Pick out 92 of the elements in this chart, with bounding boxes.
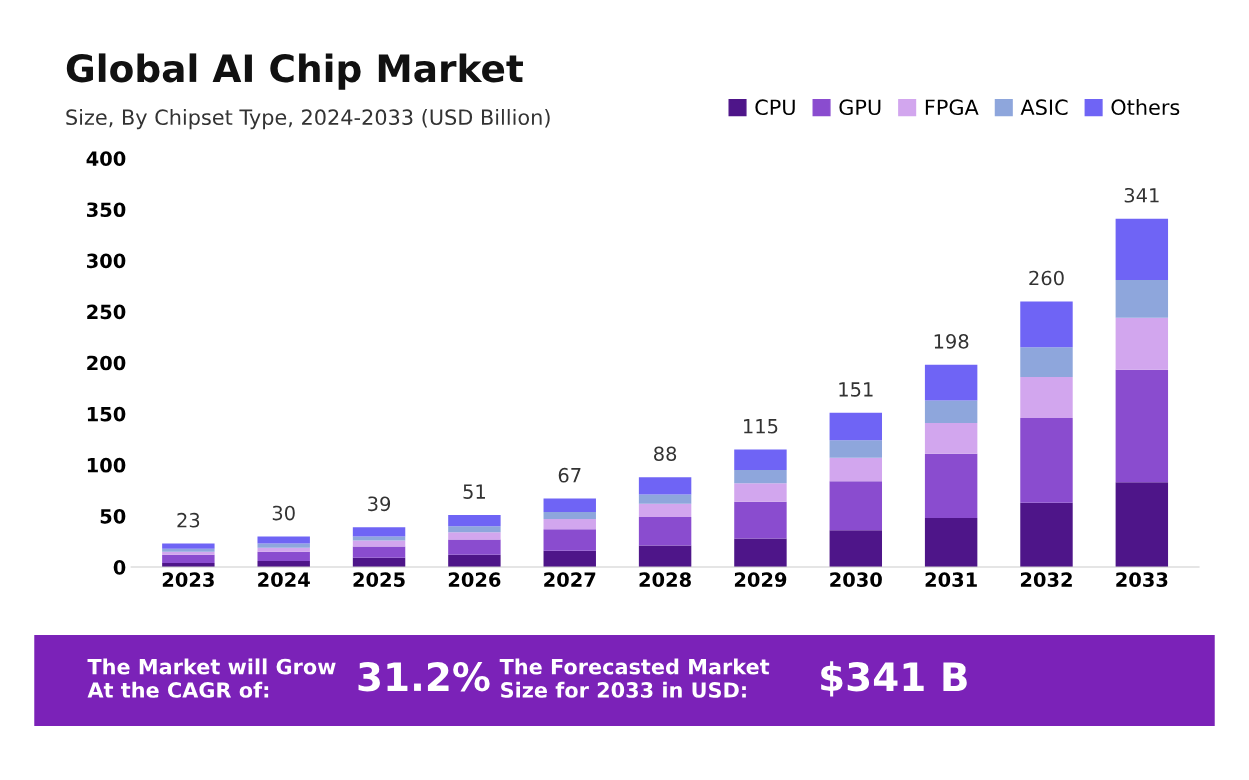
- bar: [924, 364, 978, 401]
- bar: [829, 457, 883, 482]
- legend-label: CPU: [755, 99, 795, 116]
- text: The Market will Grow At the CAGR of:: [87, 658, 336, 698]
- total-label: 115: [744, 419, 778, 434]
- bar: [543, 511, 596, 520]
- bar: [543, 550, 596, 568]
- total-label: 260: [1029, 270, 1064, 286]
- total-label: 39: [368, 496, 391, 512]
- bar: [734, 469, 787, 484]
- total-label: 51: [463, 484, 485, 499]
- bar: [1115, 317, 1169, 370]
- total-label: 88: [654, 446, 677, 462]
- x-tick-label: 2032: [1020, 572, 1072, 587]
- x-tick-label: 2026: [448, 572, 501, 587]
- legend-label: Others: [1111, 98, 1180, 116]
- chart-title: Global AI Chip Market: [66, 53, 523, 90]
- bar: [1020, 347, 1073, 378]
- bar: [638, 503, 692, 517]
- bar: [448, 554, 501, 568]
- total-label: 67: [558, 467, 581, 483]
- bar: [638, 494, 692, 504]
- x-tick-label: 2023: [162, 572, 214, 587]
- bar: [638, 516, 692, 546]
- bar: [924, 518, 978, 568]
- bar: [352, 546, 406, 558]
- y-tick-label: 350: [87, 202, 126, 218]
- y-tick-label: 200: [87, 355, 126, 371]
- bar: [448, 532, 501, 540]
- y-tick-label: 0: [113, 560, 126, 575]
- x-tick-label: 2031: [925, 572, 977, 587]
- bar: [924, 453, 978, 519]
- bar: [1020, 377, 1073, 418]
- total-label: 341: [1124, 187, 1159, 203]
- bar: [448, 514, 501, 527]
- bar: [829, 481, 883, 531]
- bar: [1115, 218, 1169, 280]
- y-tick-label: 50: [100, 508, 126, 524]
- bar: [734, 501, 787, 539]
- bar: [829, 530, 883, 568]
- bar: [1115, 369, 1169, 483]
- bar: [257, 551, 310, 561]
- bar: [1115, 279, 1169, 318]
- bar: [543, 529, 596, 551]
- x-tick-label: 2028: [639, 572, 691, 587]
- bar: [638, 477, 692, 495]
- y-tick-label: 300: [87, 253, 126, 269]
- y-tick-label: 100: [87, 457, 126, 473]
- bar: [924, 422, 978, 454]
- text: The Forecasted Market Size for 2033 in USD:: [499, 658, 770, 698]
- total-label: 198: [934, 334, 969, 349]
- x-tick-label: 2030: [830, 572, 882, 587]
- bar: [352, 527, 406, 537]
- bar: [829, 412, 883, 441]
- x-tick-label: 2024: [258, 572, 310, 587]
- bar: [543, 519, 596, 530]
- bar: [352, 536, 406, 541]
- bar: [543, 498, 596, 512]
- bar: [734, 483, 787, 502]
- bar: [257, 536, 310, 544]
- x-tick-label: 2033: [1116, 572, 1168, 587]
- x-tick-label: 2025: [353, 572, 405, 587]
- total-label: 30: [272, 505, 295, 521]
- chart-subtitle: Size, By Chipset Type, 2024-2033 (USD Billion): [66, 108, 550, 130]
- legend-label: FPGA: [925, 99, 979, 116]
- bar: [734, 538, 787, 568]
- y-tick-label: 400: [86, 151, 126, 166]
- x-tick-label: 2029: [734, 572, 787, 587]
- legend-label: ASIC: [1020, 99, 1068, 116]
- y-tick-label: 250: [87, 304, 126, 320]
- bar: [257, 543, 310, 548]
- bar: [162, 554, 215, 563]
- bar: [1020, 417, 1073, 503]
- y-tick-label: 150: [87, 406, 126, 422]
- total-label: 23: [177, 512, 200, 528]
- bar: [1115, 482, 1169, 568]
- bar: [352, 540, 406, 547]
- bar: [924, 400, 978, 423]
- bar: [448, 526, 501, 533]
- text: $341 B: [821, 661, 967, 697]
- bar: [257, 547, 310, 552]
- bar: [1020, 502, 1073, 568]
- bar: [829, 440, 883, 458]
- bar: [734, 449, 787, 470]
- legend-label: GPU: [839, 99, 881, 116]
- bar: [448, 539, 501, 555]
- bar: [638, 545, 692, 568]
- x-tick-label: 2027: [544, 572, 596, 587]
- bar: [162, 543, 215, 549]
- total-label: 151: [839, 382, 873, 397]
- text: 31.2%: [358, 662, 490, 692]
- bar: [1020, 301, 1073, 348]
